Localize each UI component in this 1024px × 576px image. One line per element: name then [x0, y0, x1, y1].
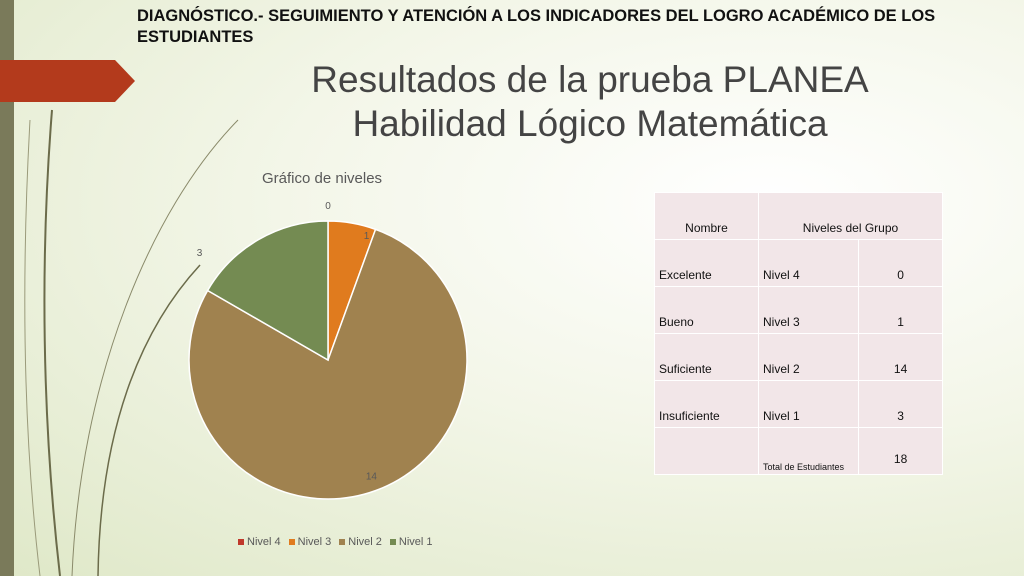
table-row: Insuficiente Nivel 1 3: [654, 380, 943, 428]
table-cell: 3: [858, 380, 943, 428]
table-header-row: Nombre Niveles del Grupo: [654, 192, 943, 240]
legend-swatch: [339, 539, 346, 545]
table-cell: Bueno: [654, 286, 759, 334]
table-header-cell: Niveles del Grupo: [758, 192, 943, 240]
pie-data-label: 3: [197, 248, 203, 259]
legend-swatch: [288, 539, 295, 545]
table-total-row: Total de Estudiantes 18: [654, 427, 943, 475]
slide-title-line1: Resultados de la prueba PLANEA: [311, 59, 869, 100]
table-header-cell: Nombre: [654, 192, 759, 240]
slide-title: Resultados de la prueba PLANEA Habilidad…: [210, 58, 970, 146]
legend-item-nivel1: Nivel 1: [389, 536, 433, 548]
legend-label: Nivel 1: [398, 536, 433, 548]
table-cell: 14: [858, 333, 943, 381]
legend-label: Nivel 2: [348, 536, 382, 548]
pie-slice-nivel-1: [206, 220, 329, 362]
red-tab-decoration: [0, 60, 135, 102]
table-cell: 1: [858, 286, 943, 334]
table-row: Excelente Nivel 4 0: [654, 239, 943, 287]
chart-legend: Nivel 4 Nivel 3 Nivel 2 Nivel 1: [238, 536, 433, 548]
pie-data-label: 0: [325, 201, 331, 212]
chart-title: Gráfico de niveles: [262, 170, 383, 187]
legend-item-nivel4: Nivel 4: [238, 536, 281, 548]
total-value: 18: [858, 427, 943, 475]
table-cell: Nivel 3: [757, 286, 860, 334]
table-cell: Suficiente: [654, 333, 759, 381]
table-cell: Nivel 4: [757, 239, 860, 287]
table-cell: 0: [858, 239, 943, 287]
levels-table: Nombre Niveles del Grupo Excelente Nivel…: [654, 192, 943, 475]
left-accent-bar: [0, 0, 14, 576]
table-row: Suficiente Nivel 2 14: [654, 333, 943, 381]
header-text: DIAGNÓSTICO.- SEGUIMIENTO Y ATENCIÓN A L…: [137, 7, 936, 46]
legend-label: Nivel 4: [247, 536, 281, 548]
legend-label: Nivel 3: [297, 536, 332, 548]
pie-data-label: 1: [364, 231, 370, 242]
legend-swatch: [238, 539, 244, 545]
table-cell: Insuficiente: [654, 380, 759, 428]
table-cell: Nivel 2: [757, 333, 860, 381]
table-row: Bueno Nivel 3 1: [654, 286, 943, 334]
legend-swatch: [389, 539, 396, 545]
pie-slice-nivel-2: [188, 228, 468, 500]
table-cell-empty: [654, 427, 759, 475]
pie-data-label: 14: [366, 471, 378, 482]
legend-item-nivel3: Nivel 3: [288, 536, 332, 548]
table-cell: Excelente: [654, 239, 759, 287]
total-label: Total de Estudiantes: [757, 427, 860, 475]
slide-title-line2: Habilidad Lógico Matemática: [352, 103, 828, 144]
legend-item-nivel2: Nivel 2: [339, 536, 382, 548]
table-cell: Nivel 1: [757, 380, 860, 428]
